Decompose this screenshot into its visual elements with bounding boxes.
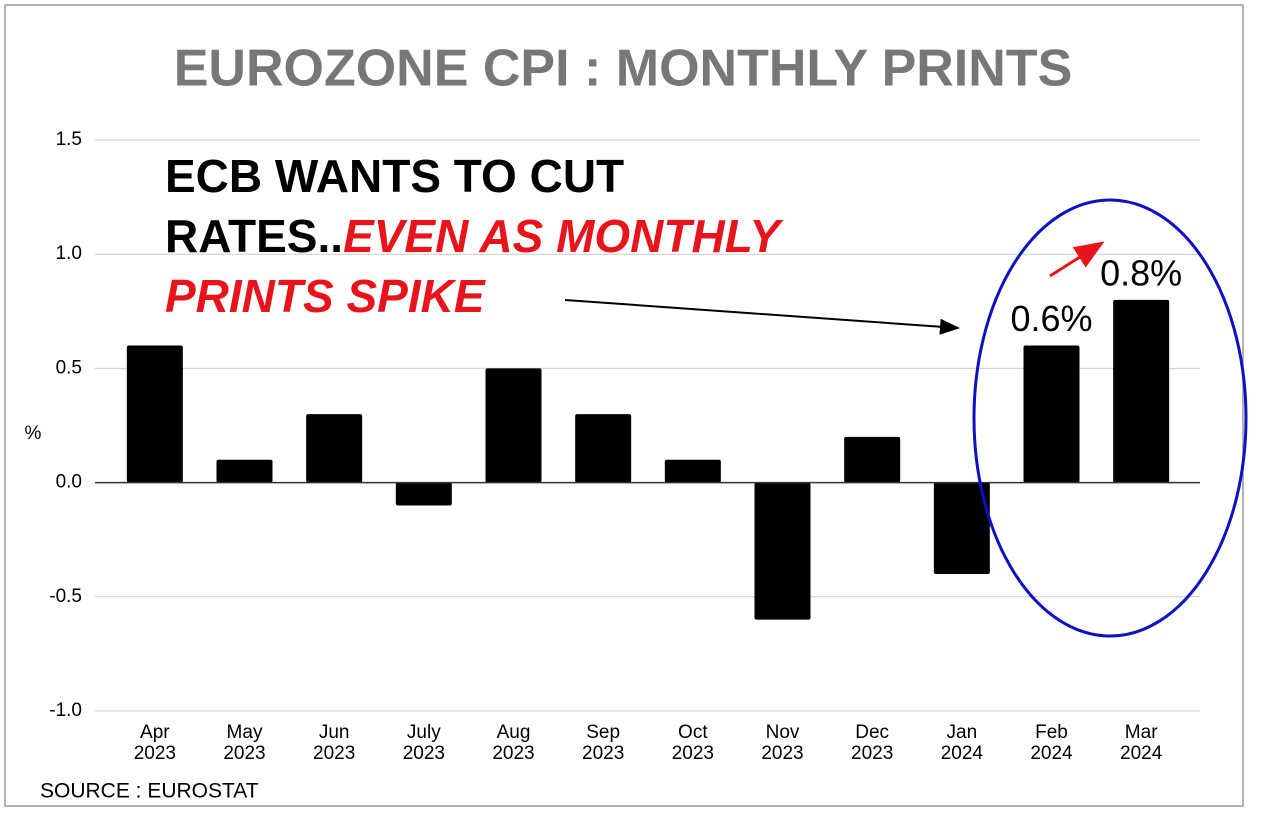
y-tick-label: 1.0 [56,243,82,264]
bar [933,482,990,574]
bar [395,482,452,506]
bar [754,482,811,620]
value-label: 0.8% [1100,252,1182,293]
x-tick-label: Dec 2023 [851,722,893,764]
y-tick-label: 1.5 [56,129,82,150]
bar [306,414,363,483]
x-tick-label: Sep 2023 [582,722,624,764]
x-tick-label: Jan 2024 [941,722,984,764]
annotation-black: ECB WANTS TO CUT RATES.. [165,150,625,262]
x-tick-label: Mar 2024 [1120,722,1163,764]
y-axis-label: % [25,423,42,444]
chart-title: EUROZONE CPI : MONTHLY PRINTS [174,40,1073,98]
y-tick-label: 0.5 [56,357,82,378]
bar [216,459,273,483]
annotation-red: EVEN AS MONTHLY PRINTS SPIKE [165,210,780,322]
y-tick-label: -1.0 [49,700,82,721]
bar [575,414,632,483]
y-tick-label: -0.5 [49,586,82,607]
x-tick-label: Nov 2023 [761,722,803,764]
x-tick-label: Jun 2023 [313,722,355,764]
x-tick-label: July 2023 [403,722,445,764]
annotation: ECB WANTS TO CUT RATES..EVEN AS MONTHLY … [165,146,865,326]
y-tick-label: 0.0 [56,472,82,493]
bar [485,368,542,483]
x-tick-label: Oct 2023 [672,722,714,764]
x-tick-label: Feb 2024 [1030,722,1073,764]
x-tick-label: Apr 2023 [134,722,176,764]
value-label: 0.6% [1010,298,1092,339]
source: SOURCE : EUROSTAT [40,780,259,803]
x-tick-label: Aug 2023 [492,722,534,764]
bar [126,345,183,483]
bar [844,436,901,483]
bar [664,459,721,483]
x-tick-label: May 2023 [223,722,265,764]
bar [1113,299,1170,483]
bar [1023,345,1080,483]
